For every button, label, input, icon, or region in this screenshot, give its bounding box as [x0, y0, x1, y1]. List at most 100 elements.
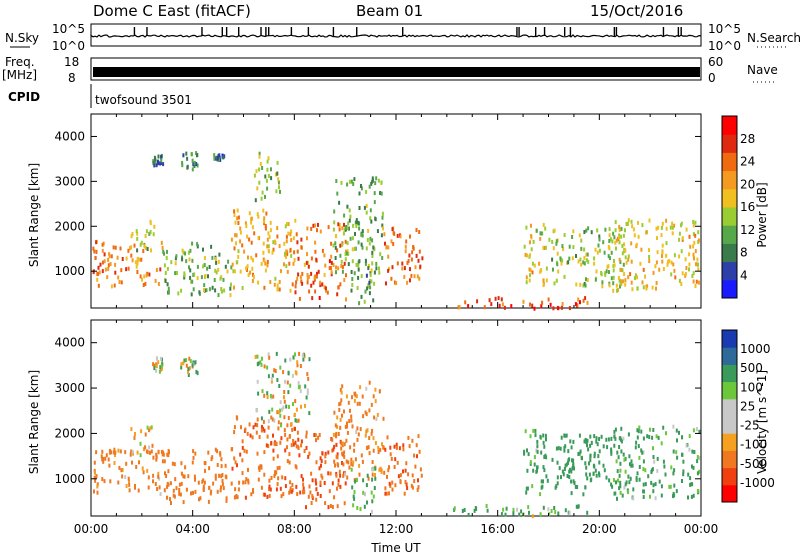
scatter-cell — [682, 459, 685, 464]
scatter-cell — [191, 241, 194, 246]
scatter-cell — [121, 474, 124, 479]
scatter-cell — [656, 456, 659, 461]
scatter-cell — [351, 259, 354, 264]
scatter-cell — [263, 216, 266, 221]
scatter-cell — [306, 391, 309, 396]
scatter-cell — [415, 228, 418, 232]
scatter-cell — [678, 278, 681, 283]
scatter-cell — [654, 482, 657, 487]
scatter-cell — [612, 281, 615, 286]
scatter-cell — [192, 449, 195, 454]
scatter-cell — [586, 443, 588, 448]
scatter-cell — [397, 474, 400, 479]
scatter-cell — [388, 491, 390, 496]
scatter-cell — [283, 262, 285, 267]
scatter-cell — [418, 449, 421, 454]
scatter-cell — [652, 428, 655, 432]
scatter-cell — [241, 243, 244, 248]
scatter-cell — [129, 452, 132, 457]
scatter-cell — [261, 190, 264, 195]
scatter-cell — [685, 443, 688, 448]
scatter-cell — [560, 261, 563, 266]
scatter-cell — [260, 261, 263, 266]
scatter-cell — [293, 426, 296, 431]
scatter-cell — [269, 228, 272, 233]
scatter-cell — [339, 425, 342, 430]
scatter-cell — [251, 435, 254, 440]
scatter-cell — [374, 476, 377, 481]
scatter-cell — [274, 472, 277, 476]
scatter-cell — [286, 380, 289, 385]
scatter-cell — [311, 494, 314, 499]
scatter-cell — [166, 249, 168, 254]
scatter-cell — [415, 253, 418, 258]
scatter-cell — [619, 490, 622, 495]
scatter-cell — [681, 236, 684, 241]
scatter-cell — [371, 261, 374, 266]
scatter-cell — [196, 163, 199, 168]
scatter-cell — [554, 485, 557, 490]
scatter-cell — [243, 249, 246, 254]
scatter-cell — [248, 422, 251, 427]
scatter-cell — [347, 400, 350, 405]
scatter-cell — [353, 271, 356, 276]
scatter-cell — [253, 173, 256, 178]
scatter-cell — [165, 474, 168, 478]
freq-label-1: Freq. — [5, 55, 35, 69]
scatter-cell — [202, 247, 204, 252]
scatter-cell — [656, 468, 659, 473]
scatter-cell — [124, 475, 127, 479]
scatter-cell — [152, 159, 155, 164]
scatter-cell — [588, 461, 590, 466]
scatter-cell — [189, 359, 192, 364]
scatter-cell — [531, 261, 534, 266]
scatter-cell — [272, 456, 275, 461]
scatter-cell — [488, 298, 491, 303]
scatter-cell — [174, 261, 177, 266]
scatter-cell — [159, 492, 162, 496]
scatter-cell — [287, 370, 290, 375]
scatter-cell — [571, 466, 574, 471]
scatter-cell — [688, 267, 690, 272]
scatter-cell — [652, 483, 655, 488]
scatter-cell — [630, 280, 633, 285]
scatter-cell — [692, 252, 695, 257]
scatter-cell — [608, 283, 611, 288]
scatter-cell — [378, 389, 381, 394]
scatter-cell — [133, 435, 136, 440]
scatter-cell — [582, 260, 585, 265]
scatter-cell — [159, 367, 162, 372]
scatter-cell — [678, 430, 680, 435]
scatter-cell — [627, 218, 630, 223]
velocity-cbar-label: Velocity [m s^-1] — [755, 370, 769, 474]
scatter-cell — [568, 475, 571, 479]
scatter-cell — [653, 459, 656, 464]
scatter-cell — [542, 433, 545, 438]
scatter-cell — [203, 256, 206, 261]
scatter-cell — [540, 268, 543, 273]
scatter-cell — [335, 179, 338, 183]
scatter-cell — [166, 495, 168, 500]
scatter-cell — [678, 231, 681, 236]
ytick-label: 2000 — [54, 219, 85, 233]
scatter-cell — [155, 452, 158, 457]
scatter-cell — [204, 468, 206, 473]
scatter-cell — [270, 441, 273, 445]
scatter-cell — [103, 252, 106, 257]
scatter-cell — [235, 233, 238, 238]
ytick-label: 3000 — [54, 174, 85, 188]
scatter-cell — [352, 223, 355, 228]
scatter-cell — [402, 469, 404, 474]
scatter-cell — [292, 402, 294, 407]
scatter-cell — [314, 223, 317, 228]
scatter-cell — [370, 268, 373, 273]
scatter-cell — [545, 474, 548, 479]
scatter-cell — [285, 249, 288, 254]
scatter-cell — [586, 300, 589, 305]
scatter-cell — [283, 241, 286, 246]
scatter-cell — [236, 216, 239, 221]
scatter-cell — [561, 258, 564, 263]
scatter-cell — [370, 219, 373, 224]
scatter-cell — [329, 504, 332, 508]
scatter-cell — [177, 291, 180, 296]
